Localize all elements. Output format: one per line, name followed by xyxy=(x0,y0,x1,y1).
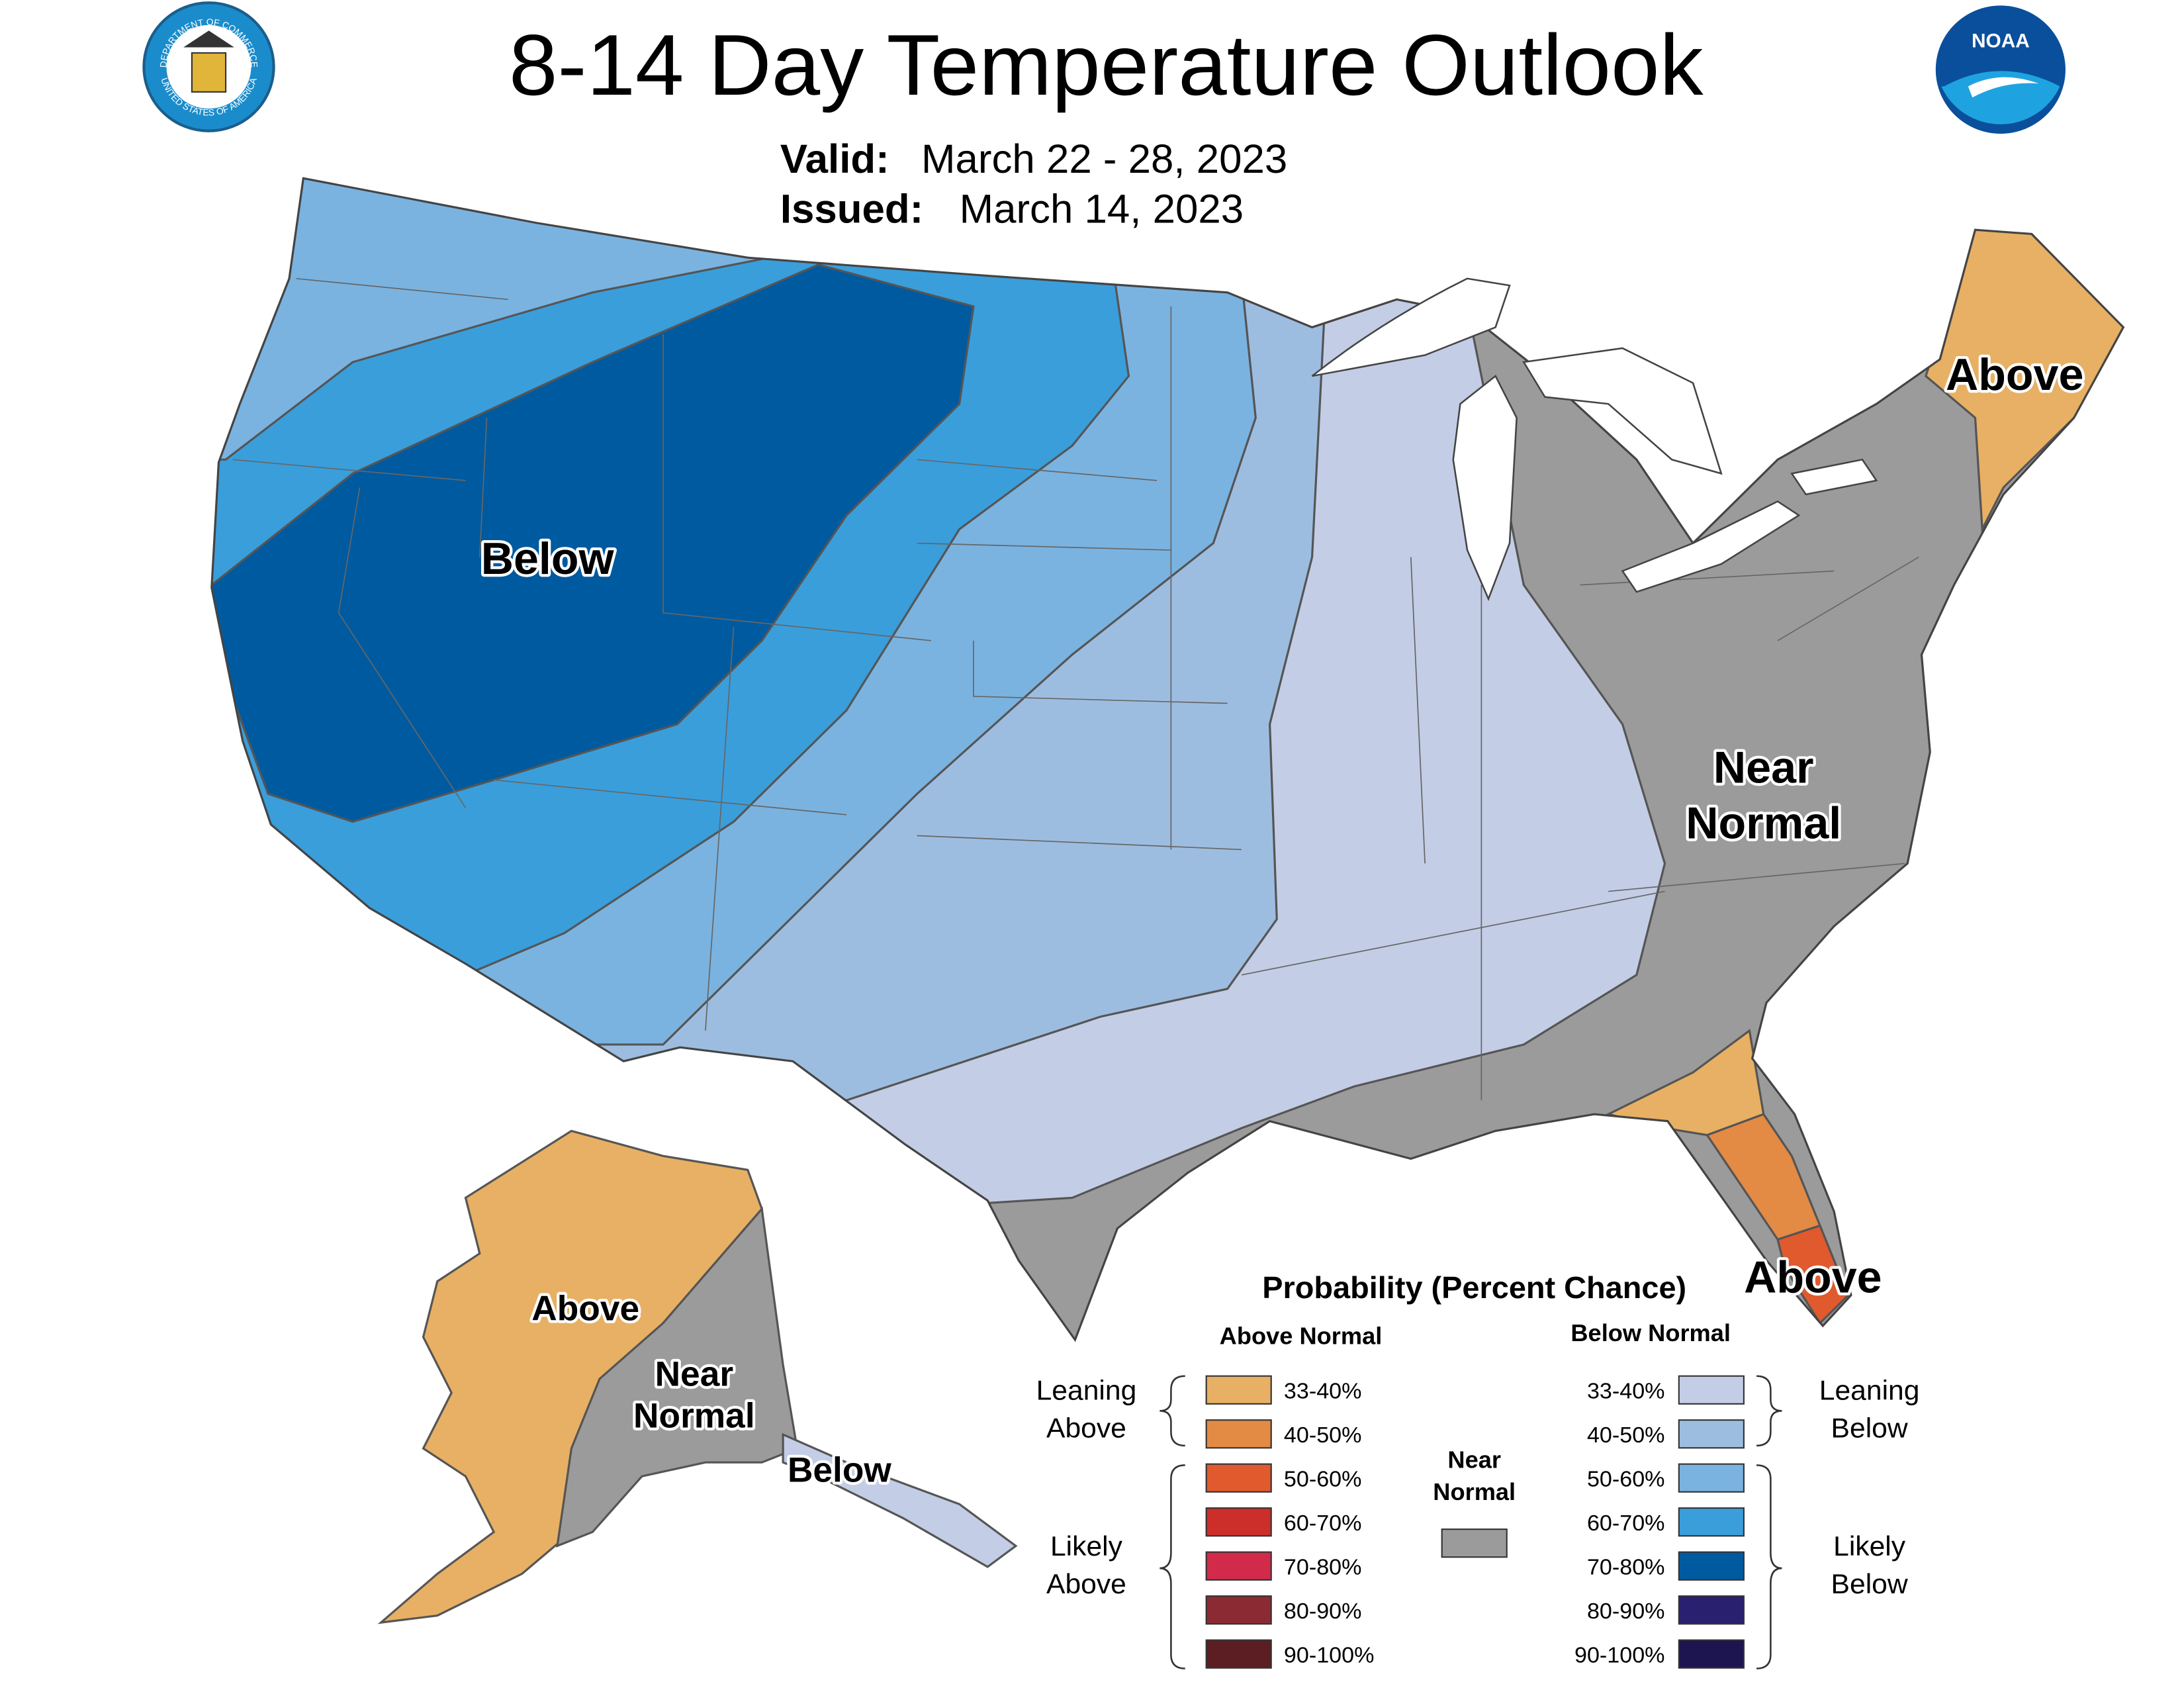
group-label: Leaning xyxy=(1819,1375,1920,1406)
legend-swatch xyxy=(1678,1639,1745,1669)
region-label: Above xyxy=(1946,351,2083,400)
region-label: Normal xyxy=(633,1397,755,1436)
legend-swatch xyxy=(1678,1463,1745,1493)
legend-label: 40-50% xyxy=(1284,1423,1362,1448)
legend-label: 60-70% xyxy=(1284,1511,1362,1536)
issued-date: March 14, 2023 xyxy=(960,187,1244,232)
commerce-seal: DEPARTMENT OF COMMERCE UNITED STATES OF … xyxy=(142,1,275,132)
issued-label: Issued: xyxy=(780,187,923,232)
legend-swatch xyxy=(1205,1639,1272,1669)
near-normal-region xyxy=(556,1206,799,1548)
legend-swatch xyxy=(1678,1595,1745,1625)
legend-braces xyxy=(1160,1375,1782,1669)
group-label: Above xyxy=(1046,1413,1126,1444)
legend-groups: Leaning Above Likely Above Leaning Below… xyxy=(1036,1375,1920,1599)
above-33-region xyxy=(377,1129,763,1624)
legend-label: 33-40% xyxy=(1284,1379,1362,1404)
conus-outline xyxy=(210,177,2125,1342)
valid-dates: March 22 - 28, 2023 xyxy=(921,136,1287,182)
region-label: Near xyxy=(1713,743,1814,793)
legend-heading: Above Normal xyxy=(1220,1323,1383,1350)
noaa-logo: NOAA xyxy=(1935,5,2066,134)
great-lakes xyxy=(1311,277,1878,602)
legend-swatch xyxy=(1205,1551,1272,1581)
state-borders xyxy=(232,277,1919,1101)
region-label: Near xyxy=(655,1355,733,1394)
legend-label: 90-100% xyxy=(1284,1642,1374,1667)
group-label: Leaning xyxy=(1036,1375,1137,1406)
above-50-region xyxy=(1776,1224,1850,1325)
group-label: Likely xyxy=(1833,1530,1906,1562)
conus-map xyxy=(211,178,2124,1340)
group-label: Likely xyxy=(1050,1530,1123,1562)
legend-swatch xyxy=(1678,1507,1745,1537)
group-label: Below xyxy=(1831,1568,1909,1599)
alaska-map xyxy=(377,1129,1018,1624)
legend-heading: Near xyxy=(1447,1446,1501,1474)
legend-heading: Normal xyxy=(1433,1478,1516,1505)
legend-label: 70-80% xyxy=(1587,1555,1665,1580)
below-70-region xyxy=(211,263,975,823)
legend-heading: Below Normal xyxy=(1570,1319,1731,1346)
legend-label: 40-50% xyxy=(1587,1423,1665,1448)
legend-swatch xyxy=(1678,1375,1745,1405)
legend-title: Probability (Percent Chance) xyxy=(1262,1270,1686,1305)
map-labels: Below Above Near Normal Above Above Near… xyxy=(478,348,2086,1493)
legend-label: 80-90% xyxy=(1587,1599,1665,1624)
region-label: Above xyxy=(531,1289,639,1329)
valid-label: Valid: xyxy=(780,136,889,182)
legend-label: 80-90% xyxy=(1284,1599,1362,1624)
legend-label: 33-40% xyxy=(1587,1379,1665,1404)
region-label: Above xyxy=(1744,1253,1882,1303)
below-33-region xyxy=(782,1432,1018,1568)
group-label: Above xyxy=(1046,1568,1126,1599)
legend-swatch xyxy=(1205,1375,1272,1405)
legend-label: 50-60% xyxy=(1284,1467,1362,1492)
region-label: Below xyxy=(788,1451,892,1490)
legend-label: 70-80% xyxy=(1284,1555,1362,1580)
legend-swatch xyxy=(1205,1419,1272,1449)
legend-label: 50-60% xyxy=(1587,1467,1665,1492)
legend-label: 90-100% xyxy=(1574,1642,1664,1667)
legend-swatch xyxy=(1205,1463,1272,1493)
group-label: Below xyxy=(1831,1413,1909,1444)
noaa-text: NOAA xyxy=(1972,30,2030,52)
legend-swatch xyxy=(1678,1419,1745,1449)
legend: Probability (Percent Chance) Above Norma… xyxy=(1036,1270,1920,1669)
legend-label: 60-70% xyxy=(1587,1511,1665,1536)
legend-swatch xyxy=(1678,1551,1745,1581)
near-swatch xyxy=(1441,1528,1508,1558)
legend-swatch xyxy=(1205,1507,1272,1537)
legend-swatch xyxy=(1205,1595,1272,1625)
region-label: Below xyxy=(481,534,614,584)
title: 8-14 Day Temperature Outlook xyxy=(509,17,1704,113)
region-label: Normal xyxy=(1686,799,1841,849)
